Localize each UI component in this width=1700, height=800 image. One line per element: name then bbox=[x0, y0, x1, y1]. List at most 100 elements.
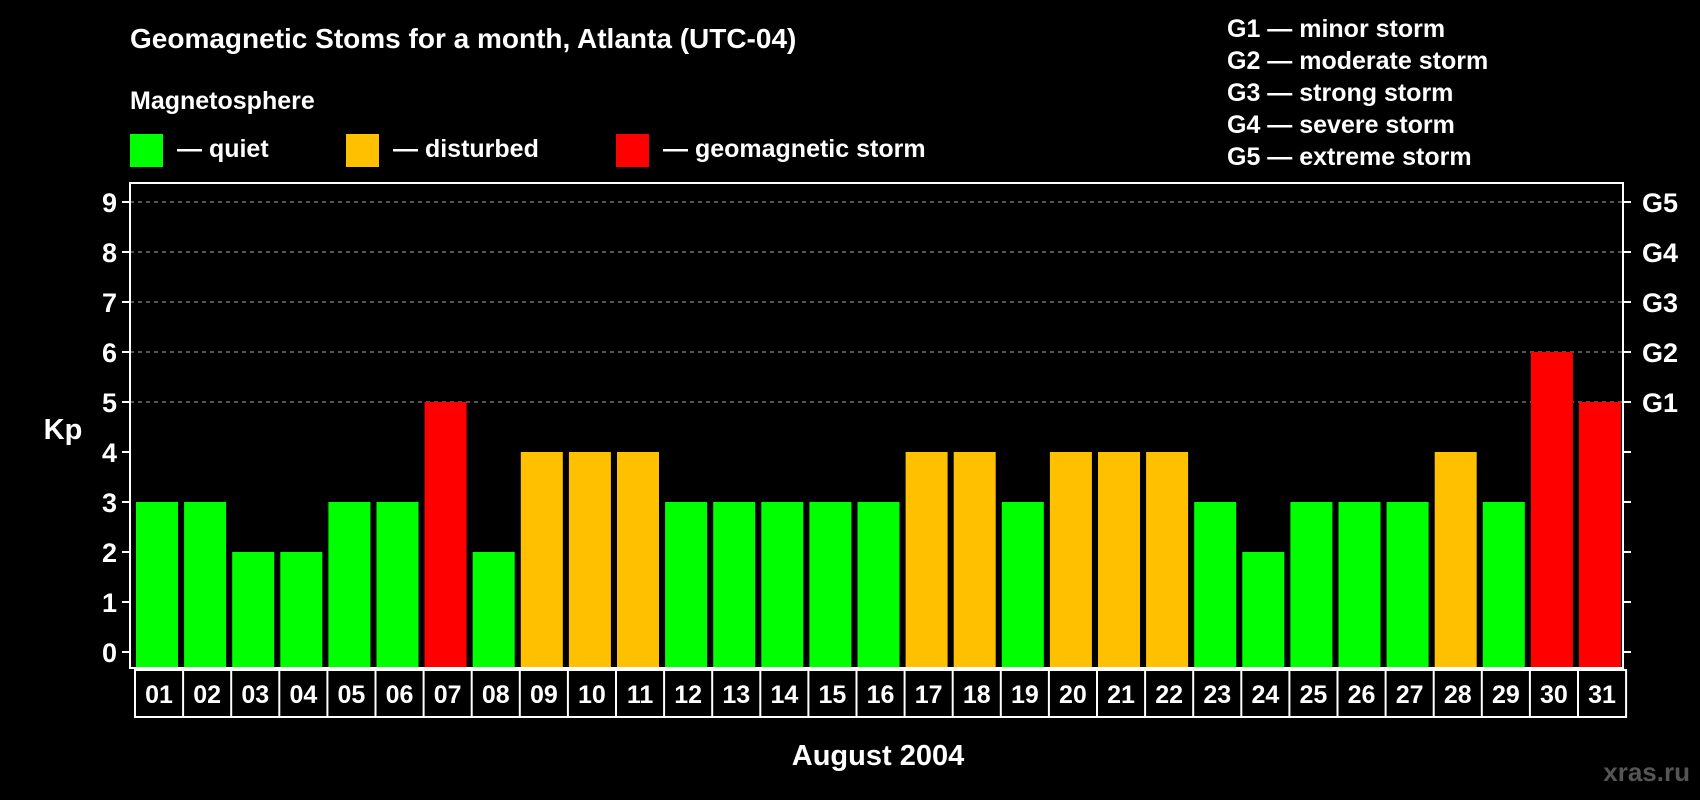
x-tick-label: 21 bbox=[1107, 681, 1135, 709]
y-tick-label: 1 bbox=[102, 588, 117, 618]
x-axis-label: August 2004 bbox=[792, 740, 964, 772]
bar-day-22 bbox=[1146, 452, 1189, 667]
storm-scale-g2: G2 — moderate storm bbox=[1227, 47, 1488, 75]
bar-day-23 bbox=[1194, 502, 1237, 667]
right-tick-label: G4 bbox=[1642, 238, 1678, 268]
bar-day-07 bbox=[424, 402, 467, 667]
storm-scale-legend: G1 — minor storm G2 — moderate storm G3 … bbox=[1227, 15, 1488, 171]
y-axis-label: Kp bbox=[44, 414, 83, 446]
y-tick-label: 4 bbox=[102, 438, 117, 468]
bars bbox=[136, 352, 1621, 667]
y-tick-label: 2 bbox=[102, 538, 117, 568]
bar-day-30 bbox=[1530, 352, 1573, 667]
bar-day-25 bbox=[1290, 502, 1333, 667]
x-tick-label: 06 bbox=[386, 681, 414, 709]
bar-day-27 bbox=[1386, 502, 1429, 667]
bar-day-13 bbox=[713, 502, 756, 667]
x-axis: 01 02 03 04 05 06 07 08 09 10 11 12 13 14 15 16 17 18 19 20… bbox=[134, 669, 1628, 718]
bar-day-05 bbox=[328, 502, 371, 667]
bar-day-12 bbox=[665, 502, 708, 667]
legend-swatch-quiet bbox=[130, 134, 163, 167]
x-tick-label: 12 bbox=[674, 681, 702, 709]
x-tick-label: 22 bbox=[1155, 681, 1183, 709]
chart-title: Geomagnetic Stoms for a month, Atlanta (… bbox=[130, 23, 796, 54]
legend-label-quiet: — quiet bbox=[177, 135, 269, 163]
gridlines bbox=[130, 201, 1623, 403]
legend-swatch-disturbed bbox=[346, 134, 379, 167]
bar-day-21 bbox=[1098, 452, 1140, 667]
x-tick-label: 23 bbox=[1203, 681, 1231, 709]
x-tick-label: 26 bbox=[1348, 681, 1376, 709]
bar-day-02 bbox=[184, 502, 227, 667]
x-tick-label: 11 bbox=[627, 681, 654, 709]
bar-day-06 bbox=[376, 502, 419, 667]
x-tick-label: 07 bbox=[434, 681, 462, 709]
x-tick-label: 09 bbox=[530, 681, 558, 709]
legend-label-storm: — geomagnetic storm bbox=[663, 135, 926, 163]
legend-label-disturbed: — disturbed bbox=[393, 135, 539, 163]
watermark: xras.ru bbox=[1603, 757, 1690, 787]
bar-day-20 bbox=[1049, 452, 1092, 667]
bar-day-09 bbox=[520, 452, 563, 667]
x-tick-label: 14 bbox=[770, 681, 798, 709]
storm-scale-g3: G3 — strong storm bbox=[1227, 79, 1453, 107]
x-tick-label: 29 bbox=[1492, 681, 1520, 709]
x-tick-label: 27 bbox=[1396, 681, 1424, 709]
right-tick-label: G5 bbox=[1642, 188, 1678, 218]
bar-day-11 bbox=[617, 452, 659, 667]
bar-day-04 bbox=[280, 552, 323, 667]
y-tick-label: 0 bbox=[102, 638, 117, 668]
right-tick-label: G2 bbox=[1642, 338, 1678, 368]
x-tick-label: 20 bbox=[1059, 681, 1087, 709]
x-tick-label: 15 bbox=[819, 681, 847, 709]
x-tick-label: 24 bbox=[1251, 681, 1279, 709]
y-tick-label: 6 bbox=[102, 338, 117, 368]
bar-day-14 bbox=[761, 502, 804, 667]
x-tick-label: 10 bbox=[578, 681, 606, 709]
right-axis: G1 G2 G3 G4 G5 bbox=[1623, 188, 1678, 653]
y-tick-label: 3 bbox=[102, 488, 117, 518]
bar-day-01 bbox=[136, 502, 178, 667]
right-tick-label: G1 bbox=[1642, 388, 1678, 418]
x-tick-label: 17 bbox=[915, 681, 943, 709]
y-tick-label: 5 bbox=[102, 388, 117, 418]
color-legend: — quiet — disturbed — geomagnetic storm bbox=[130, 134, 926, 167]
y-tick-label: 7 bbox=[102, 288, 117, 318]
x-category-frame bbox=[134, 669, 1628, 718]
bar-day-15 bbox=[809, 502, 852, 667]
x-tick-label: 25 bbox=[1300, 681, 1328, 709]
bar-day-31 bbox=[1579, 402, 1621, 667]
right-tick-label: G3 bbox=[1642, 288, 1678, 318]
x-tick-label: 04 bbox=[289, 681, 317, 709]
bar-day-28 bbox=[1434, 452, 1477, 667]
x-tick-label: 02 bbox=[193, 681, 221, 709]
x-tick-label: 13 bbox=[722, 681, 750, 709]
bar-day-03 bbox=[232, 552, 275, 667]
legend-swatch-storm bbox=[616, 134, 649, 167]
x-tick-label: 19 bbox=[1011, 681, 1039, 709]
y-axis: 0 1 2 3 4 5 6 7 8 9 bbox=[102, 188, 130, 668]
y-tick-label: 8 bbox=[102, 238, 117, 268]
storm-scale-g1: G1 — minor storm bbox=[1227, 15, 1445, 43]
storm-scale-g5: G5 — extreme storm bbox=[1227, 143, 1472, 171]
chart-subtitle: Magnetosphere bbox=[130, 87, 315, 115]
bar-day-16 bbox=[857, 502, 900, 667]
x-tick-label: 30 bbox=[1540, 681, 1568, 709]
bar-day-26 bbox=[1338, 502, 1381, 667]
storm-scale-g4: G4 — severe storm bbox=[1227, 111, 1455, 139]
x-tick-label: 16 bbox=[867, 681, 895, 709]
bar-day-19 bbox=[1001, 502, 1044, 667]
bar-day-18 bbox=[953, 452, 996, 667]
y-tick-label: 9 bbox=[102, 188, 117, 218]
x-tick-label: 28 bbox=[1444, 681, 1472, 709]
bar-day-24 bbox=[1242, 552, 1285, 667]
x-tick-label: 05 bbox=[338, 681, 366, 709]
bar-day-10 bbox=[568, 452, 611, 667]
bar-day-08 bbox=[472, 552, 515, 667]
bar-day-29 bbox=[1482, 502, 1525, 667]
x-tick-label: 01 bbox=[145, 681, 173, 709]
bar-day-17 bbox=[905, 452, 948, 667]
x-tick-label: 03 bbox=[241, 681, 269, 709]
plot-frame bbox=[129, 182, 1624, 669]
